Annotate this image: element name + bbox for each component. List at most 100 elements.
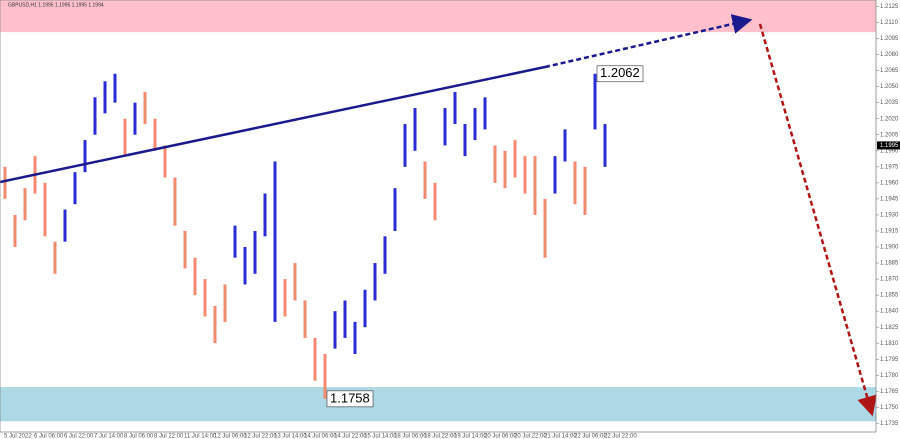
y-tick-label: 1.2125 <box>880 4 899 10</box>
price-bar <box>93 97 97 135</box>
y-tick-label: 1.1915 <box>880 229 899 235</box>
y-tick-label: 1.1990 <box>880 148 899 154</box>
x-tick-label: 8 Jul 22:00 <box>154 434 184 439</box>
y-tick-label: 1.1795 <box>880 357 899 363</box>
price-bar <box>63 209 67 242</box>
price-bar <box>393 188 397 231</box>
y-tick-label: 1.1750 <box>880 405 899 411</box>
y-tick-label: 1.1870 <box>880 277 899 283</box>
x-tick-label: 14 Jul 06:00 <box>304 434 337 439</box>
price-bar <box>463 124 467 157</box>
target-zone <box>0 387 876 422</box>
price-bar <box>243 247 247 285</box>
annotation-box <box>596 65 644 83</box>
price-bar <box>563 129 567 162</box>
y-tick-label: 1.1975 <box>880 164 899 170</box>
y-tick-label: 1.1825 <box>880 325 899 331</box>
last-price-box <box>877 141 900 150</box>
price-bar <box>303 300 307 338</box>
price-bar <box>473 108 477 141</box>
price-bar <box>253 230 257 274</box>
price-bar <box>553 156 557 194</box>
y-tick-label: 1.1765 <box>880 389 899 395</box>
price-bar <box>483 97 487 130</box>
forecast-arrow <box>758 23 877 417</box>
price-bar <box>83 140 87 173</box>
price-bar <box>523 156 527 194</box>
y-tick-label: 1.1930 <box>880 213 899 219</box>
x-tick-label: 20 Jul 22:00 <box>514 434 547 439</box>
y-tick-label: 1.1855 <box>880 293 899 299</box>
y-tick-label: 1.2110 <box>880 20 899 26</box>
price-bar <box>323 353 327 399</box>
x-tick-label: 11 Jul 14:00 <box>184 434 217 439</box>
x-tick-label: 22 Jul 06:00 <box>574 434 607 439</box>
last-price-label: 1.1995 <box>880 143 899 149</box>
price-bar <box>213 305 217 344</box>
y-tick-label: 1.2095 <box>880 36 899 42</box>
x-tick-label: 18 Jul 06:00 <box>394 434 427 439</box>
x-tick-label: 19 Jul 14:00 <box>454 434 487 439</box>
price-bar <box>543 198 547 258</box>
price-bar <box>513 140 517 178</box>
y-tick-label: 1.1735 <box>880 421 899 427</box>
price-bar <box>283 279 287 317</box>
y-tick-label: 1.1900 <box>880 245 899 251</box>
price-bar <box>133 102 137 135</box>
y-tick-label: 1.2065 <box>880 68 899 74</box>
price-bar <box>383 236 387 274</box>
price-bar <box>433 182 437 221</box>
plot-frame <box>0 0 877 433</box>
price-bar <box>293 263 297 301</box>
price-bar <box>233 225 237 258</box>
price-bar <box>73 172 77 205</box>
price-bar <box>363 289 367 328</box>
forecast-arrow <box>544 14 753 69</box>
y-tick-label: 1.2005 <box>880 132 899 138</box>
price-bar <box>593 73 597 130</box>
price-bar <box>533 156 537 215</box>
y-tick-label: 1.2020 <box>880 116 899 122</box>
price-bar <box>173 177 177 226</box>
y-tick-label: 1.1885 <box>880 261 899 267</box>
price-bar <box>103 81 107 114</box>
y-tick-label: 1.1945 <box>880 196 899 202</box>
x-tick-label: 6 Jul 06:00 <box>34 434 64 439</box>
x-tick-label: 18 Jul 22:00 <box>424 434 457 439</box>
price-bar <box>3 166 7 199</box>
x-tick-label: 7 Jul 14:00 <box>94 434 124 439</box>
x-tick-label: 14 Jul 22:00 <box>334 434 367 439</box>
y-tick-label: 1.1960 <box>880 180 899 186</box>
price-bar <box>263 193 267 237</box>
price-bar <box>183 230 187 269</box>
y-tick-label: 1.2080 <box>880 52 899 58</box>
wave-line <box>0 65 546 184</box>
price-bar <box>223 284 227 322</box>
price-bar <box>443 108 447 146</box>
x-tick-label: 8 Jul 06:00 <box>124 434 154 439</box>
y-tick-label: 1.1780 <box>880 373 899 379</box>
price-bar <box>453 91 457 125</box>
annotation-box <box>326 390 374 408</box>
y-tick-label: 1.1810 <box>880 341 899 347</box>
price-bar <box>43 182 47 237</box>
price-bar <box>193 257 197 296</box>
price-bar <box>273 161 277 322</box>
price-bar <box>23 188 27 221</box>
price-bar <box>573 161 577 205</box>
x-tick-label: 12 Jul 06:00 <box>214 434 247 439</box>
price-bar <box>353 321 357 354</box>
price-bar <box>13 214 17 248</box>
x-tick-label: 15 Jul 14:00 <box>364 434 397 439</box>
price-bar <box>503 150 507 189</box>
target-zone <box>0 0 876 33</box>
price-bar <box>413 108 417 151</box>
price-bar <box>493 145 497 183</box>
price-bar <box>603 124 607 167</box>
price-bar <box>113 73 117 103</box>
price-bar <box>143 91 147 125</box>
x-tick-label: 21 Jul 14:00 <box>544 434 577 439</box>
y-tick-label: 1.2035 <box>880 100 899 106</box>
price-bar <box>403 124 407 167</box>
